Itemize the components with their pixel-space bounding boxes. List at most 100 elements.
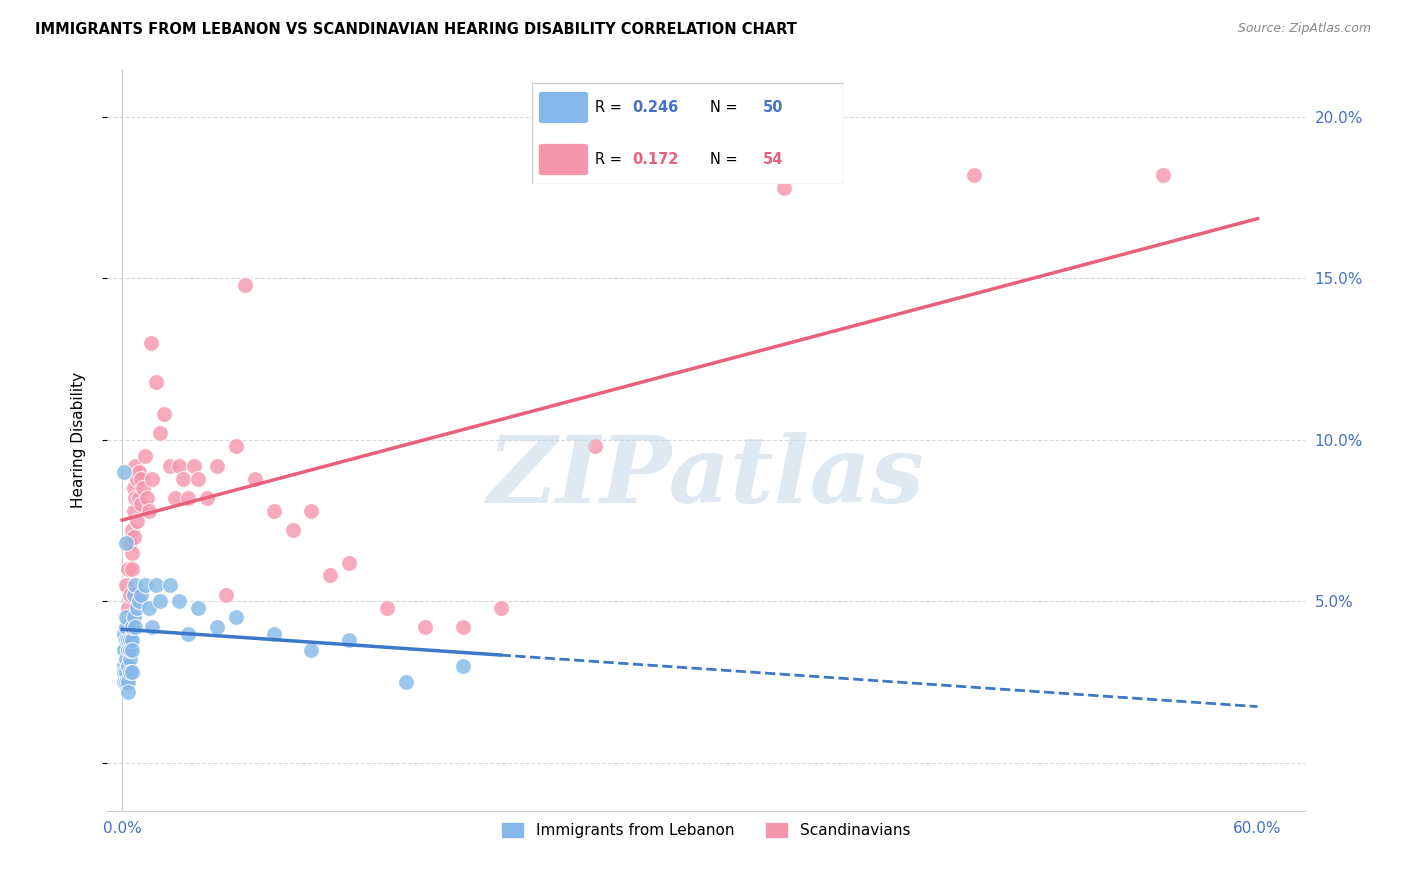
Point xyxy=(167,458,190,473)
Point xyxy=(124,458,146,473)
Point xyxy=(115,675,138,690)
Point xyxy=(159,578,181,592)
Point xyxy=(319,568,342,582)
Point xyxy=(122,530,145,544)
Point xyxy=(773,181,796,195)
Point xyxy=(149,426,172,441)
Point xyxy=(132,481,155,495)
Point xyxy=(112,642,135,657)
Point xyxy=(451,659,474,673)
Point xyxy=(215,588,238,602)
Point xyxy=(451,620,474,634)
Point xyxy=(127,472,149,486)
Point xyxy=(121,665,143,680)
Point xyxy=(129,472,152,486)
Point xyxy=(121,546,143,560)
Point xyxy=(141,472,163,486)
Point xyxy=(375,600,398,615)
Point xyxy=(112,659,135,673)
Text: ZIPatlas: ZIPatlas xyxy=(488,432,924,522)
Point xyxy=(135,491,157,505)
Point xyxy=(187,600,209,615)
Point xyxy=(115,620,138,634)
Point xyxy=(117,600,139,615)
Point xyxy=(122,610,145,624)
Point xyxy=(128,491,150,505)
Point xyxy=(118,588,141,602)
Point xyxy=(118,633,141,648)
Point xyxy=(117,659,139,673)
Text: Source: ZipAtlas.com: Source: ZipAtlas.com xyxy=(1237,22,1371,36)
Point xyxy=(121,633,143,648)
Point xyxy=(489,600,512,615)
Point xyxy=(149,594,172,608)
Point xyxy=(141,620,163,634)
Point xyxy=(117,633,139,648)
Point xyxy=(122,481,145,495)
Point xyxy=(112,675,135,690)
Point xyxy=(138,600,160,615)
Point xyxy=(128,594,150,608)
Point xyxy=(122,588,145,602)
Point xyxy=(263,626,285,640)
Point xyxy=(159,458,181,473)
Point xyxy=(413,620,436,634)
Legend: Immigrants from Lebanon, Scandinavians: Immigrants from Lebanon, Scandinavians xyxy=(495,816,917,845)
Point xyxy=(115,633,138,648)
Point xyxy=(121,523,143,537)
Point xyxy=(172,472,194,486)
Y-axis label: Hearing Disability: Hearing Disability xyxy=(72,372,86,508)
Point xyxy=(205,458,228,473)
Point xyxy=(117,562,139,576)
Point xyxy=(337,556,360,570)
Point xyxy=(134,449,156,463)
Point xyxy=(299,504,322,518)
Point xyxy=(122,504,145,518)
Point xyxy=(112,665,135,680)
Point xyxy=(121,620,143,634)
Point xyxy=(225,610,247,624)
Point xyxy=(118,652,141,666)
Point xyxy=(127,600,149,615)
Point xyxy=(117,642,139,657)
Point xyxy=(177,491,200,505)
Point xyxy=(127,514,149,528)
Point xyxy=(263,504,285,518)
Point xyxy=(153,407,176,421)
Point xyxy=(281,523,304,537)
Point xyxy=(183,458,205,473)
Point xyxy=(139,336,162,351)
Point xyxy=(233,277,256,292)
Point xyxy=(117,659,139,673)
Point xyxy=(165,491,187,505)
Point xyxy=(118,642,141,657)
Point xyxy=(145,578,167,592)
Point xyxy=(129,498,152,512)
Point xyxy=(134,578,156,592)
Point xyxy=(117,675,139,690)
Point xyxy=(124,620,146,634)
Point xyxy=(115,610,138,624)
Point xyxy=(299,642,322,657)
Point xyxy=(124,578,146,592)
Point xyxy=(124,491,146,505)
Point xyxy=(1152,168,1174,182)
Point xyxy=(115,578,138,592)
Point xyxy=(112,626,135,640)
Point xyxy=(117,684,139,698)
Point xyxy=(121,642,143,657)
Point xyxy=(395,675,418,690)
Text: IMMIGRANTS FROM LEBANON VS SCANDINAVIAN HEARING DISABILITY CORRELATION CHART: IMMIGRANTS FROM LEBANON VS SCANDINAVIAN … xyxy=(35,22,797,37)
Point xyxy=(337,633,360,648)
Point xyxy=(195,491,218,505)
Point xyxy=(145,375,167,389)
Point xyxy=(115,665,138,680)
Point xyxy=(963,168,986,182)
Point xyxy=(121,562,143,576)
Point xyxy=(129,588,152,602)
Point xyxy=(112,465,135,479)
Point xyxy=(138,504,160,518)
Point xyxy=(243,472,266,486)
Point xyxy=(187,472,209,486)
Point xyxy=(225,439,247,453)
